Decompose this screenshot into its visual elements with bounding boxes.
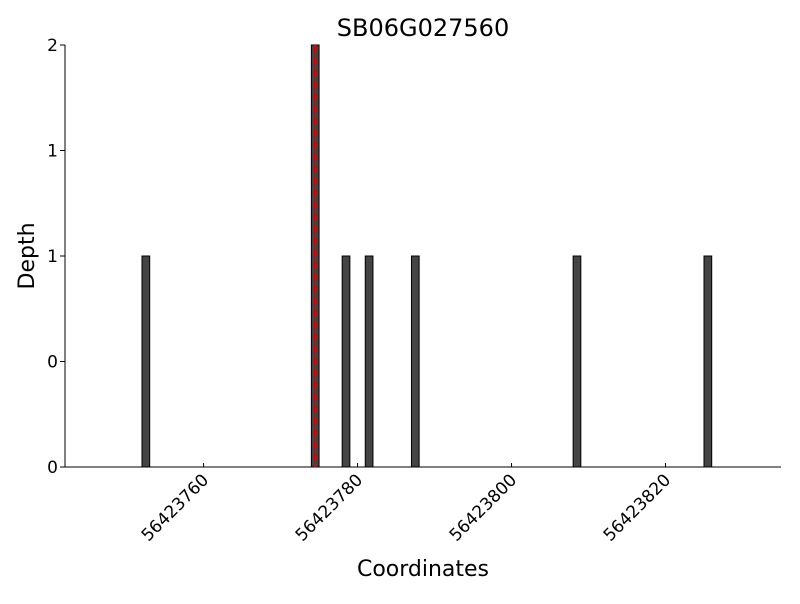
chart-title: SB06G027560	[337, 14, 509, 42]
y-tick-label: 0	[47, 458, 58, 478]
y-tick-label: 2	[47, 36, 58, 56]
y-tick-label: 1	[47, 142, 58, 162]
x-tick-label: 56423820	[600, 470, 675, 545]
x-tick-label: 56423780	[292, 470, 367, 545]
x-tick-label: 56423760	[138, 470, 213, 545]
bar	[341, 255, 351, 468]
bar	[364, 255, 374, 468]
bar	[572, 255, 582, 468]
y-tick-label: 1	[47, 247, 58, 267]
bar	[410, 255, 420, 468]
x-tick-label: 56423800	[446, 470, 521, 545]
x-axis-label: Coordinates	[357, 557, 489, 582]
y-axis-label: Depth	[15, 222, 40, 289]
y-tick-label: 0	[47, 353, 58, 373]
bar	[141, 255, 151, 468]
bar	[703, 255, 713, 468]
